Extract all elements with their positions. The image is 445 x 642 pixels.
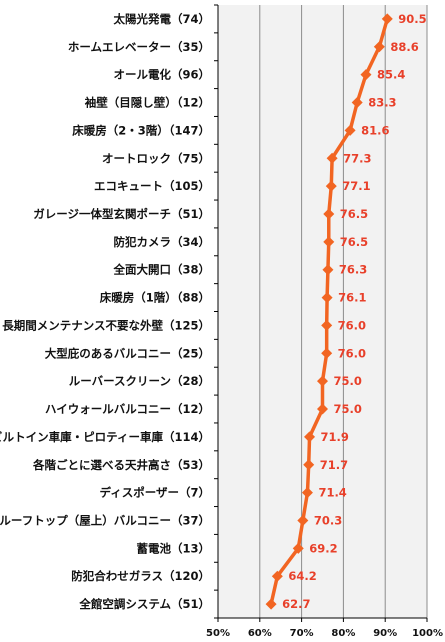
category-label: オートロック（75） bbox=[102, 151, 210, 165]
plot-area bbox=[218, 5, 427, 618]
data-label: 71.9 bbox=[321, 430, 349, 444]
category-label: 袖壁（目隠し壁）（12） bbox=[85, 96, 210, 110]
category-label: 蓄電池（13） bbox=[136, 541, 210, 555]
category-label: 太陽光発電（74） bbox=[112, 12, 210, 26]
data-point-marker bbox=[360, 69, 372, 81]
data-point-marker bbox=[351, 97, 363, 109]
category-label: ガレージ一体型玄関ポーチ（51） bbox=[33, 207, 210, 221]
data-point-marker bbox=[344, 124, 356, 136]
data-label: 76.3 bbox=[339, 263, 367, 277]
x-axis: 50% 60% 70% 80% 90% 100% bbox=[206, 4, 443, 639]
series-line bbox=[269, 18, 389, 605]
data-label: 81.6 bbox=[361, 123, 389, 137]
category-label: エコキュート（105） bbox=[94, 179, 210, 193]
x-tick-label: 50% bbox=[206, 628, 230, 639]
data-label: 76.5 bbox=[340, 207, 368, 221]
data-point-marker bbox=[297, 514, 309, 526]
category-label: 長期間メンテナンス不要な外壁（125） bbox=[2, 318, 210, 332]
data-point-marker bbox=[317, 403, 328, 415]
data-point-marker bbox=[304, 431, 316, 443]
data-point-marker bbox=[325, 180, 337, 192]
data-label: 75.0 bbox=[334, 374, 362, 388]
data-label: 76.5 bbox=[340, 235, 368, 249]
category-label: 床暖房（1階）（88） bbox=[100, 291, 210, 305]
data-label: 88.6 bbox=[390, 40, 418, 54]
category-label: 大型庇のあるバルコニー（25） bbox=[45, 346, 210, 360]
category-label: 床暖房（2・3階）（147） bbox=[72, 123, 210, 137]
x-tick-label: 100% bbox=[412, 628, 443, 639]
data-point-marker bbox=[381, 13, 393, 25]
grid-lines bbox=[259, 5, 428, 618]
data-point-marker bbox=[265, 598, 277, 610]
x-tick-label: 90% bbox=[373, 628, 397, 639]
data-label: 64.2 bbox=[288, 569, 316, 583]
data-point-marker bbox=[271, 570, 283, 582]
data-label: 71.4 bbox=[318, 486, 346, 500]
data-label: 85.4 bbox=[377, 68, 405, 82]
series: 90.5 88.6 85.4 83.3 81.6 77.3 77.1 76.5 76.5 76.3… bbox=[265, 12, 427, 611]
data-label: 83.3 bbox=[368, 96, 396, 110]
data-point-marker bbox=[326, 152, 338, 164]
category-label: 防犯カメラ（34） bbox=[113, 235, 210, 249]
data-label: 70.3 bbox=[314, 513, 342, 527]
category-label: 各階ごとに選べる天井高さ（53） bbox=[32, 458, 210, 472]
category-labels: 太陽光発電（74） ホームエレベーター（35） オール電化（96） 袖壁（目隠し壁）（… bbox=[0, 12, 210, 611]
data-label: 76.0 bbox=[338, 346, 366, 360]
data-label: 71.7 bbox=[320, 458, 348, 472]
data-label: 69.2 bbox=[309, 541, 337, 555]
x-tick-label: 60% bbox=[248, 628, 272, 639]
category-label: ディスポーザー（7） bbox=[100, 486, 210, 500]
data-label: 76.0 bbox=[338, 318, 366, 332]
x-tick-label: 70% bbox=[290, 628, 314, 639]
data-point-marker bbox=[322, 264, 334, 276]
data-label: 62.7 bbox=[282, 597, 310, 611]
data-label: 77.3 bbox=[343, 151, 371, 165]
data-point-marker bbox=[321, 319, 333, 331]
category-label: ホームエレベーター（35） bbox=[68, 40, 210, 54]
category-label: 全面大開口（38） bbox=[112, 263, 210, 277]
category-label: ビルトイン車庫・ピロティー車庫（114） bbox=[0, 430, 210, 444]
x-tick-label: 80% bbox=[331, 628, 355, 639]
data-label: 77.1 bbox=[342, 179, 370, 193]
data-point-marker bbox=[301, 487, 313, 499]
category-label: ルーフトップ（屋上）バルコニー（37） bbox=[0, 513, 210, 527]
data-label: 90.5 bbox=[398, 12, 426, 26]
data-label: 76.1 bbox=[338, 291, 366, 305]
category-label: 防犯合わせガラス（120） bbox=[71, 569, 210, 583]
data-point-marker bbox=[303, 459, 315, 471]
category-label: 全館空調システム（51） bbox=[78, 597, 210, 611]
data-point-marker bbox=[373, 41, 385, 53]
data-label: 75.0 bbox=[334, 402, 362, 416]
data-point-marker bbox=[323, 208, 335, 220]
data-point-marker bbox=[321, 347, 333, 359]
category-label: ハイウォールバルコニー（12） bbox=[45, 402, 210, 416]
data-point-marker bbox=[317, 375, 328, 387]
category-label: ルーバースクリーン（28） bbox=[69, 374, 210, 388]
data-point-marker bbox=[292, 542, 304, 554]
category-label: オール電化（96） bbox=[113, 68, 210, 82]
data-point-marker bbox=[323, 236, 335, 248]
data-point-marker bbox=[321, 292, 333, 304]
